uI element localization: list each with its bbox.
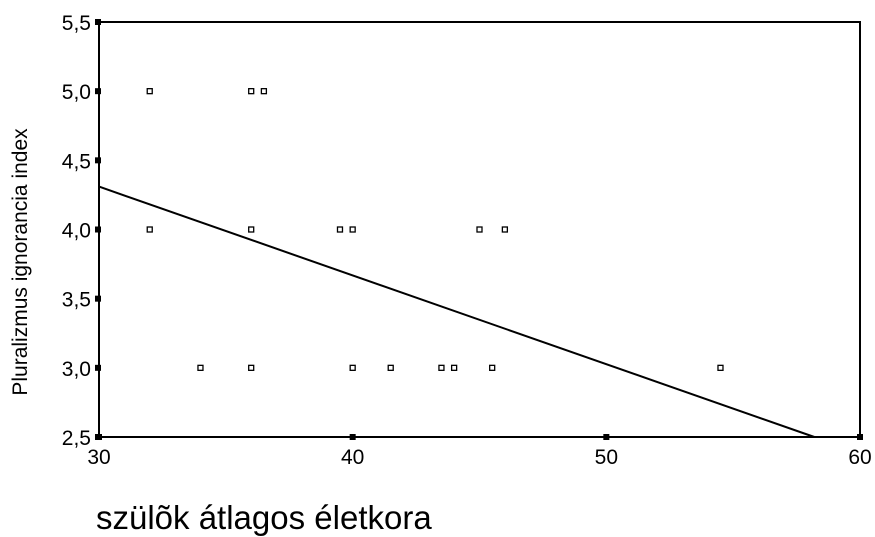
y-tick-mark	[95, 19, 101, 25]
data-point	[438, 364, 445, 371]
data-point	[248, 88, 255, 95]
x-tick-mark	[349, 434, 356, 440]
x-axis: 30 40 50 60	[87, 434, 872, 469]
data-point	[146, 226, 153, 233]
data-point	[387, 364, 394, 371]
data-point	[489, 364, 496, 371]
x-tick-label: 30	[87, 446, 110, 469]
x-axis-title: szülõk átlagos életkora	[96, 499, 432, 536]
y-tick-mark	[95, 364, 101, 371]
data-point	[476, 226, 483, 233]
data-point	[248, 226, 255, 233]
y-axis: 2,5 3,0 3,5 4,0 4,5 5,0 5,5	[62, 12, 101, 450]
y-tick-label: 4,0	[62, 220, 91, 243]
y-tick-mark	[95, 295, 101, 302]
y-tick-label: 5,0	[62, 81, 91, 104]
y-tick-label: 4,5	[62, 150, 91, 173]
data-point	[501, 226, 509, 233]
data-point	[336, 226, 344, 233]
data-point	[349, 364, 356, 371]
data-point	[197, 364, 204, 371]
regression-line	[98, 185, 815, 438]
data-point	[349, 226, 356, 233]
data-point	[717, 364, 724, 371]
x-tick-mark	[603, 434, 610, 440]
y-tick-label: 3,0	[62, 358, 91, 381]
y-axis-title: Pluralizmus ignorancia index	[9, 128, 32, 396]
data-points	[146, 88, 724, 371]
x-tick-mark	[96, 434, 102, 440]
x-tick-label: 40	[341, 446, 364, 469]
x-tick-label: 50	[595, 446, 618, 469]
y-tick-label: 5,5	[62, 12, 91, 35]
y-tick-mark	[95, 157, 101, 164]
y-tick-mark	[95, 226, 101, 233]
data-point	[248, 364, 255, 371]
data-point	[146, 88, 153, 95]
y-tick-label: 2,5	[62, 427, 91, 450]
y-tick-label: 3,5	[62, 289, 91, 312]
data-point	[260, 88, 268, 95]
x-tick-mark	[857, 434, 863, 440]
x-tick-label: 60	[848, 446, 871, 469]
y-tick-mark	[95, 88, 101, 95]
data-point	[450, 364, 458, 371]
